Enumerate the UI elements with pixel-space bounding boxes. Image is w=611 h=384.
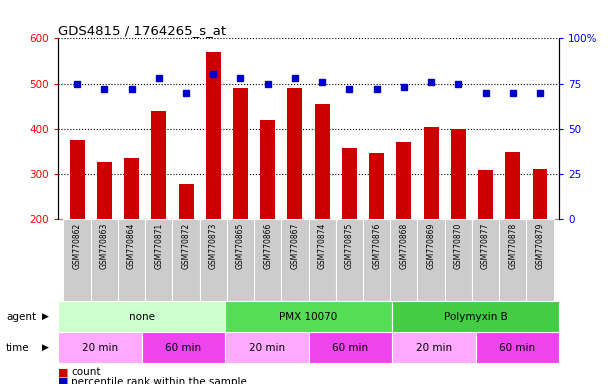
Bar	[58, 301, 225, 332]
Text: ▶: ▶	[42, 312, 48, 321]
Text: GSM770876: GSM770876	[372, 223, 381, 270]
Bar	[152, 111, 166, 219]
Bar	[499, 219, 527, 301]
Text: GSM770877: GSM770877	[481, 223, 490, 270]
Text: ■: ■	[58, 377, 68, 384]
Text: GSM770878: GSM770878	[508, 223, 518, 269]
Bar	[172, 219, 200, 301]
Bar	[445, 219, 472, 301]
Bar	[287, 88, 302, 219]
Text: PMX 10070: PMX 10070	[279, 312, 338, 322]
Bar	[475, 332, 559, 363]
Bar	[390, 219, 417, 301]
Bar	[142, 332, 225, 363]
Text: GSM770867: GSM770867	[290, 223, 299, 270]
Bar	[397, 142, 411, 219]
Bar	[206, 52, 221, 219]
Bar	[336, 219, 363, 301]
Text: ■: ■	[58, 367, 68, 377]
Bar	[527, 219, 554, 301]
Text: 60 min: 60 min	[165, 343, 202, 353]
Text: time: time	[6, 343, 30, 353]
Text: 60 min: 60 min	[332, 343, 368, 353]
Text: GSM770868: GSM770868	[400, 223, 408, 269]
Bar	[315, 104, 330, 219]
Text: GSM770873: GSM770873	[209, 223, 218, 270]
Bar	[478, 170, 493, 219]
Text: 20 min: 20 min	[82, 343, 118, 353]
Bar	[58, 332, 142, 363]
Bar	[472, 219, 499, 301]
Bar	[70, 140, 84, 219]
Bar	[97, 162, 112, 219]
Bar	[260, 120, 275, 219]
Text: GSM770874: GSM770874	[318, 223, 327, 270]
Text: 20 min: 20 min	[249, 343, 285, 353]
Bar	[423, 127, 439, 219]
Text: GSM770870: GSM770870	[454, 223, 463, 270]
Text: 20 min: 20 min	[415, 343, 452, 353]
Text: count: count	[71, 367, 101, 377]
Text: GSM770879: GSM770879	[535, 223, 544, 270]
Text: percentile rank within the sample: percentile rank within the sample	[71, 377, 247, 384]
Bar	[309, 332, 392, 363]
Text: agent: agent	[6, 312, 36, 322]
Bar	[281, 219, 309, 301]
Bar	[225, 301, 392, 332]
Text: GSM770866: GSM770866	[263, 223, 273, 270]
Bar	[90, 219, 118, 301]
Text: GSM770871: GSM770871	[155, 223, 163, 269]
Bar	[145, 219, 172, 301]
Bar	[342, 147, 357, 219]
Bar	[363, 219, 390, 301]
Text: GSM770865: GSM770865	[236, 223, 245, 270]
Text: 60 min: 60 min	[499, 343, 535, 353]
Bar	[417, 219, 445, 301]
Text: GDS4815 / 1764265_s_at: GDS4815 / 1764265_s_at	[58, 24, 226, 37]
Text: Polymyxin B: Polymyxin B	[444, 312, 508, 322]
Bar	[254, 219, 281, 301]
Bar	[64, 219, 90, 301]
Bar	[392, 301, 559, 332]
Text: GSM770872: GSM770872	[181, 223, 191, 269]
Text: GSM770875: GSM770875	[345, 223, 354, 270]
Bar	[124, 158, 139, 219]
Text: GSM770864: GSM770864	[127, 223, 136, 270]
Bar	[505, 152, 520, 219]
Bar	[309, 219, 336, 301]
Text: none: none	[128, 312, 155, 322]
Bar	[392, 332, 475, 363]
Bar	[369, 154, 384, 219]
Bar	[233, 88, 248, 219]
Bar	[178, 184, 194, 219]
Bar	[200, 219, 227, 301]
Bar	[225, 332, 309, 363]
Bar	[451, 129, 466, 219]
Bar	[533, 169, 547, 219]
Text: GSM770863: GSM770863	[100, 223, 109, 270]
Bar	[227, 219, 254, 301]
Text: ▶: ▶	[42, 343, 48, 352]
Bar	[118, 219, 145, 301]
Text: GSM770869: GSM770869	[426, 223, 436, 270]
Text: GSM770862: GSM770862	[73, 223, 82, 269]
